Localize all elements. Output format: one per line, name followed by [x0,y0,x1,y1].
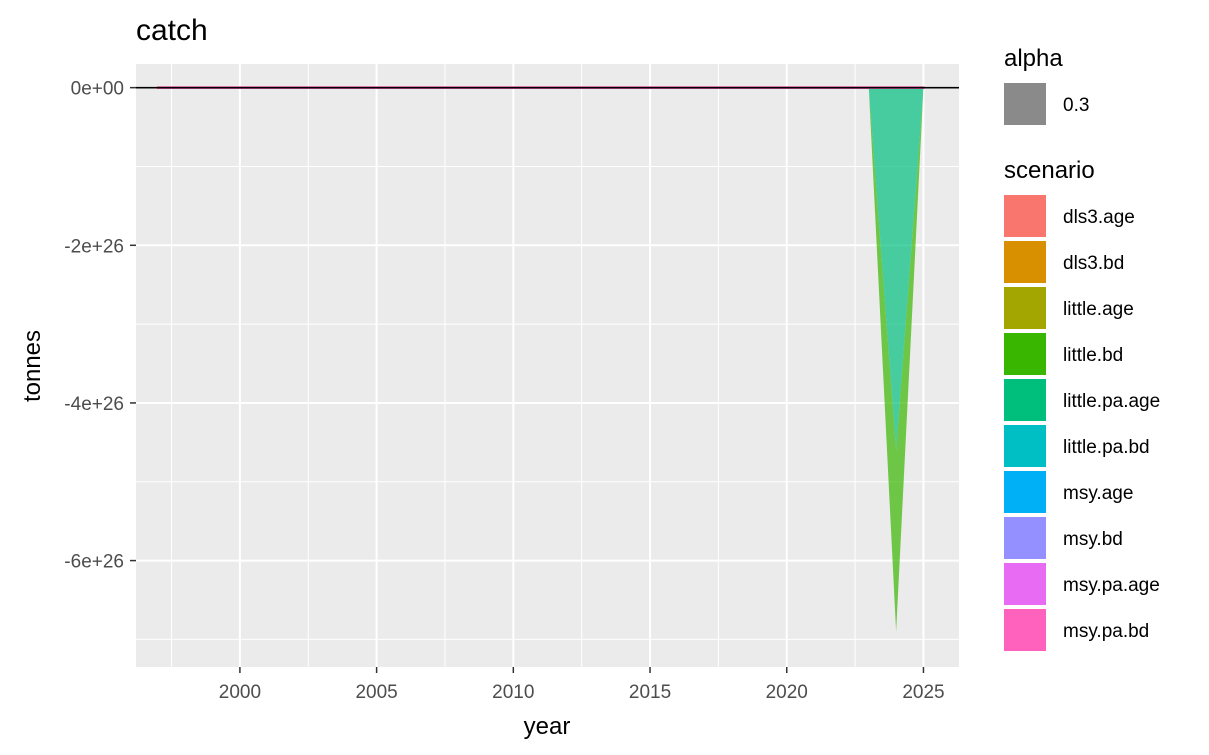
legend-key [1004,333,1046,375]
legend-title-alpha: alpha [1004,45,1063,72]
y-tick-label: -2e+26 [64,236,124,257]
legend-key [1004,517,1046,559]
x-tick-label: 2025 [902,682,944,703]
x-tick-label: 2015 [629,682,671,703]
legend-label: msy.pa.age [1063,575,1160,596]
y-axis-title: tonnes [19,330,46,402]
legend-key [1004,471,1046,513]
x-axis-title: year [524,713,571,740]
y-axis: 0e+00 -2e+26 -4e+26 -6e+26 [64,79,136,573]
x-tick-label: 2000 [219,682,261,703]
legend-label: little.bd [1063,345,1123,366]
legend-title-scenario: scenario [1004,157,1095,184]
legend-label: msy.bd [1063,529,1123,550]
x-axis: 2000 2005 2010 2015 2020 2025 [219,667,945,703]
legend-key [1004,425,1046,467]
ribbon-little.pa.age [868,87,924,451]
legend-label: 0.3 [1063,95,1089,116]
y-tick-label: -4e+26 [64,394,124,415]
legend-key [1004,379,1046,421]
legend-key [1004,195,1046,237]
legend-label: dls3.age [1063,207,1135,228]
minor-gridlines [136,64,959,667]
legend-key [1004,287,1046,329]
legend-key [1004,241,1046,283]
legend-label: little.pa.bd [1063,437,1150,458]
legend-key [1004,609,1046,651]
x-tick-label: 2020 [766,682,808,703]
chart-title: catch [136,14,208,47]
y-tick-label: -6e+26 [64,552,124,573]
y-tick-label: 0e+00 [71,79,124,100]
legend-label: little.pa.age [1063,391,1160,412]
ribbon-little.bd [868,87,924,632]
legend-label: dls3.bd [1063,253,1124,274]
legend-label: msy.pa.bd [1063,621,1149,642]
plot-panel [136,64,959,667]
legend-key [1004,83,1046,125]
legends: alpha 0.3 scenario dls3.age dls3.bd little.ag… [1004,45,1160,651]
legend-label: little.age [1063,299,1134,320]
x-tick-label: 2010 [492,682,534,703]
legend-key [1004,563,1046,605]
x-tick-label: 2005 [355,682,397,703]
legend-label: msy.age [1063,483,1133,504]
